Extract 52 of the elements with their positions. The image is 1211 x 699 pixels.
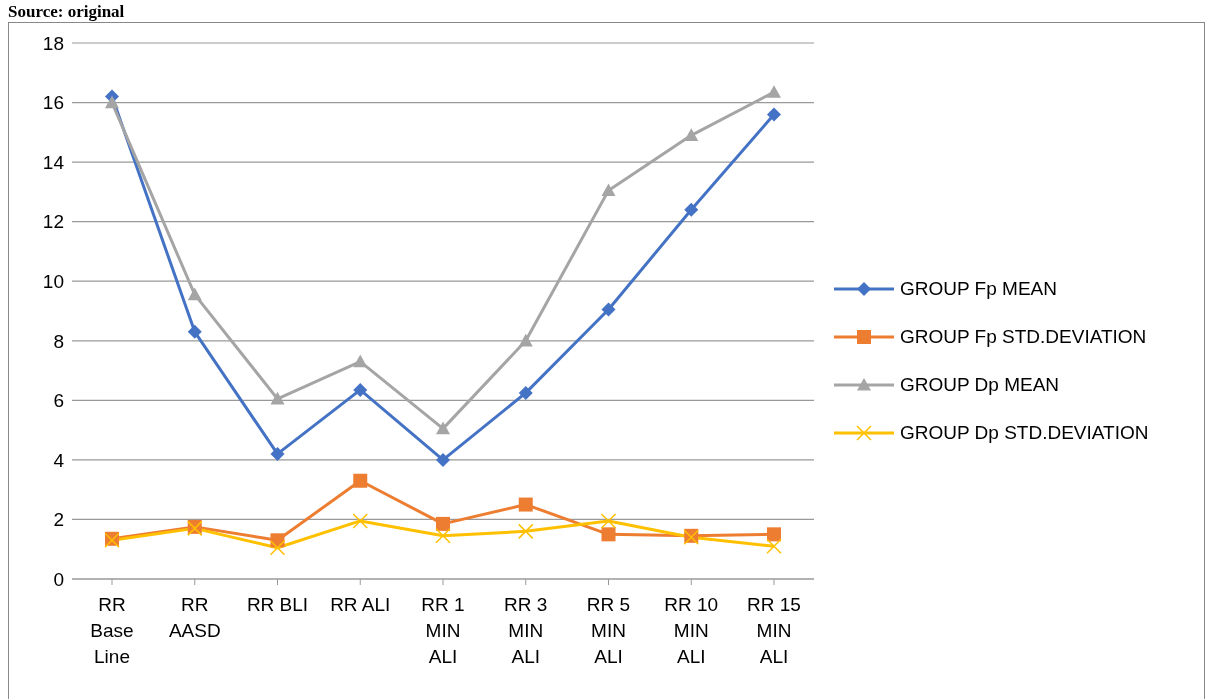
y-tick-label: 12 [42, 211, 64, 233]
point [353, 382, 368, 397]
x-tick-label: RR 10 MIN ALI [664, 594, 719, 667]
legend-label: GROUP Fp STD.DEVIATION [900, 326, 1147, 348]
y-tick-label: 4 [53, 449, 65, 471]
y-tick-label: 10 [42, 270, 64, 292]
point [436, 516, 450, 531]
x-tick-label: RR BLI [246, 594, 309, 615]
point [353, 354, 368, 368]
point [600, 513, 617, 529]
point [352, 513, 368, 529]
point [767, 107, 781, 122]
point [766, 538, 782, 554]
y-tick-label: 0 [53, 568, 64, 590]
point [518, 385, 533, 400]
y-tick-label: 2 [53, 509, 64, 531]
point [436, 421, 450, 435]
point [436, 452, 450, 467]
point [518, 523, 534, 540]
legend-label: GROUP Dp MEAN [900, 374, 1060, 396]
point [601, 302, 616, 317]
x-tick-label: RR AASD [168, 594, 221, 641]
source-note: Source: original [8, 2, 125, 22]
point [601, 183, 616, 196]
point [767, 527, 781, 542]
point [684, 128, 699, 141]
point [187, 287, 202, 301]
point [187, 324, 202, 339]
legend-label: GROUP Fp MEAN [900, 278, 1057, 300]
y-tick-label: 16 [42, 92, 64, 114]
point [518, 333, 533, 347]
point [601, 527, 616, 542]
y-tick-label: 6 [53, 390, 64, 412]
x-tick-label: RR 5 MIN ALI [586, 594, 631, 667]
legend-label: GROUP Dp STD.DEVIATION [900, 422, 1149, 444]
point [518, 497, 533, 512]
point [105, 95, 119, 109]
point [270, 391, 285, 405]
point [270, 446, 285, 461]
point [269, 539, 286, 556]
point [353, 473, 368, 488]
y-tick-label: 8 [53, 330, 64, 352]
x-tick-label: RR 1 MIN ALI [421, 594, 465, 667]
y-tick-label: 18 [42, 32, 64, 54]
y-tick-label: 14 [42, 151, 65, 173]
x-tick-label: RR Base Line [90, 594, 134, 667]
x-tick-label: RR 3 MIN ALI [504, 594, 548, 667]
point [767, 85, 781, 98]
x-tick-label: RR ALI [330, 594, 391, 615]
point [435, 528, 451, 544]
x-tick-label: RR 15 MIN ALI [747, 594, 801, 667]
point [684, 202, 699, 217]
